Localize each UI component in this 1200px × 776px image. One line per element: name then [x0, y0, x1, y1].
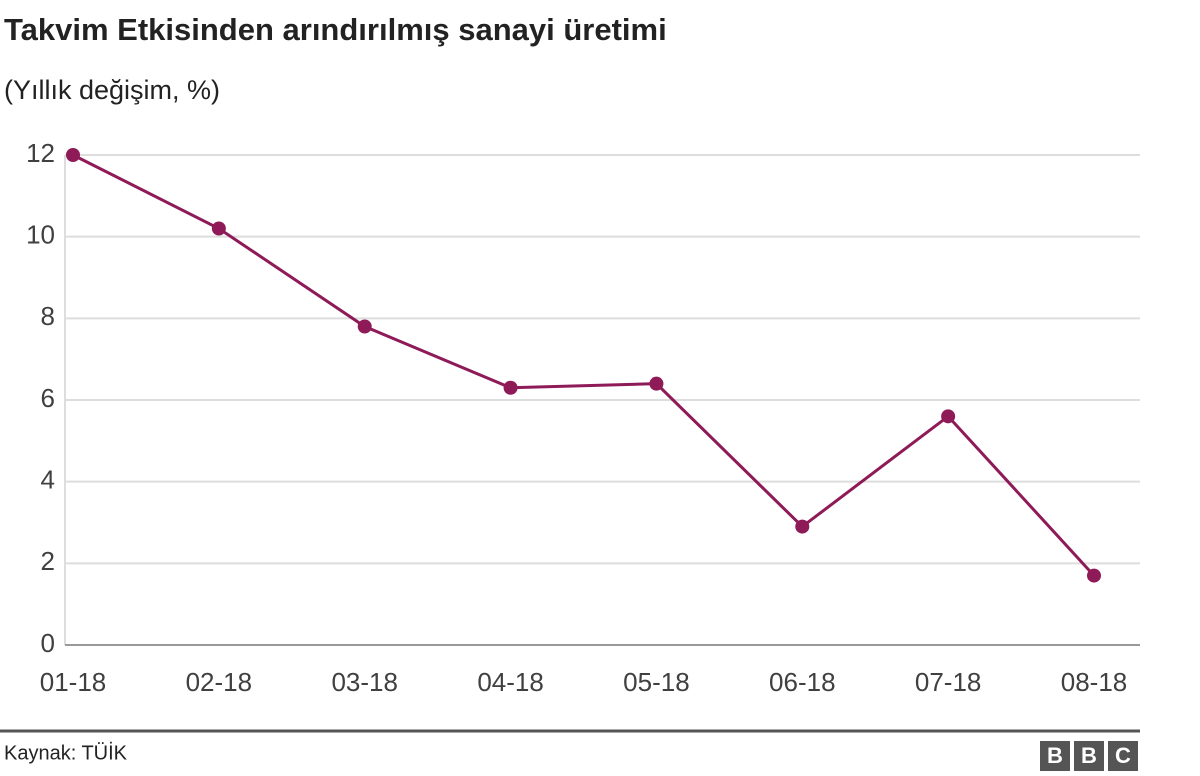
x-tick-label: 01-18: [40, 667, 107, 697]
y-tick-label: 10: [26, 220, 55, 250]
y-tick-label: 4: [41, 465, 55, 495]
point: [66, 148, 80, 162]
point: [1087, 568, 1101, 583]
point: [503, 380, 518, 395]
x-tick-label: 07-18: [915, 667, 982, 697]
point: [941, 409, 956, 424]
logo-box: [1108, 741, 1138, 771]
x-tick-label: 06-18: [769, 667, 836, 697]
logo-letter: B: [1081, 743, 1097, 768]
logo-box: [1074, 741, 1104, 771]
chart-title: Takvim Etkisinden arındırılmış sanayi ür…: [4, 12, 667, 47]
logo-box: [1040, 741, 1070, 771]
point: [795, 519, 810, 534]
x-tick-label: 05-18: [623, 667, 690, 697]
point: [211, 221, 226, 236]
x-tick-label: 08-18: [1061, 667, 1128, 697]
logo-letter: C: [1115, 743, 1131, 768]
point: [357, 319, 372, 334]
y-tick-label: 12: [26, 138, 55, 168]
line: [72, 153, 1096, 577]
logo-letter: B: [1047, 743, 1063, 768]
point: [649, 376, 664, 391]
x-tick-label: 03-18: [331, 667, 398, 697]
y-tick-label: 8: [41, 301, 55, 331]
x-tick-label: 04-18: [477, 667, 544, 697]
y-tick-label: 0: [41, 628, 55, 658]
source: Kaynak: TÜİK: [4, 741, 128, 764]
y-tick-label: 2: [41, 546, 55, 576]
y-tick-label: 6: [41, 383, 55, 413]
x-tick-label: 02-18: [186, 667, 253, 697]
chart-subtitle: (Yıllık değişim, %): [4, 75, 220, 105]
